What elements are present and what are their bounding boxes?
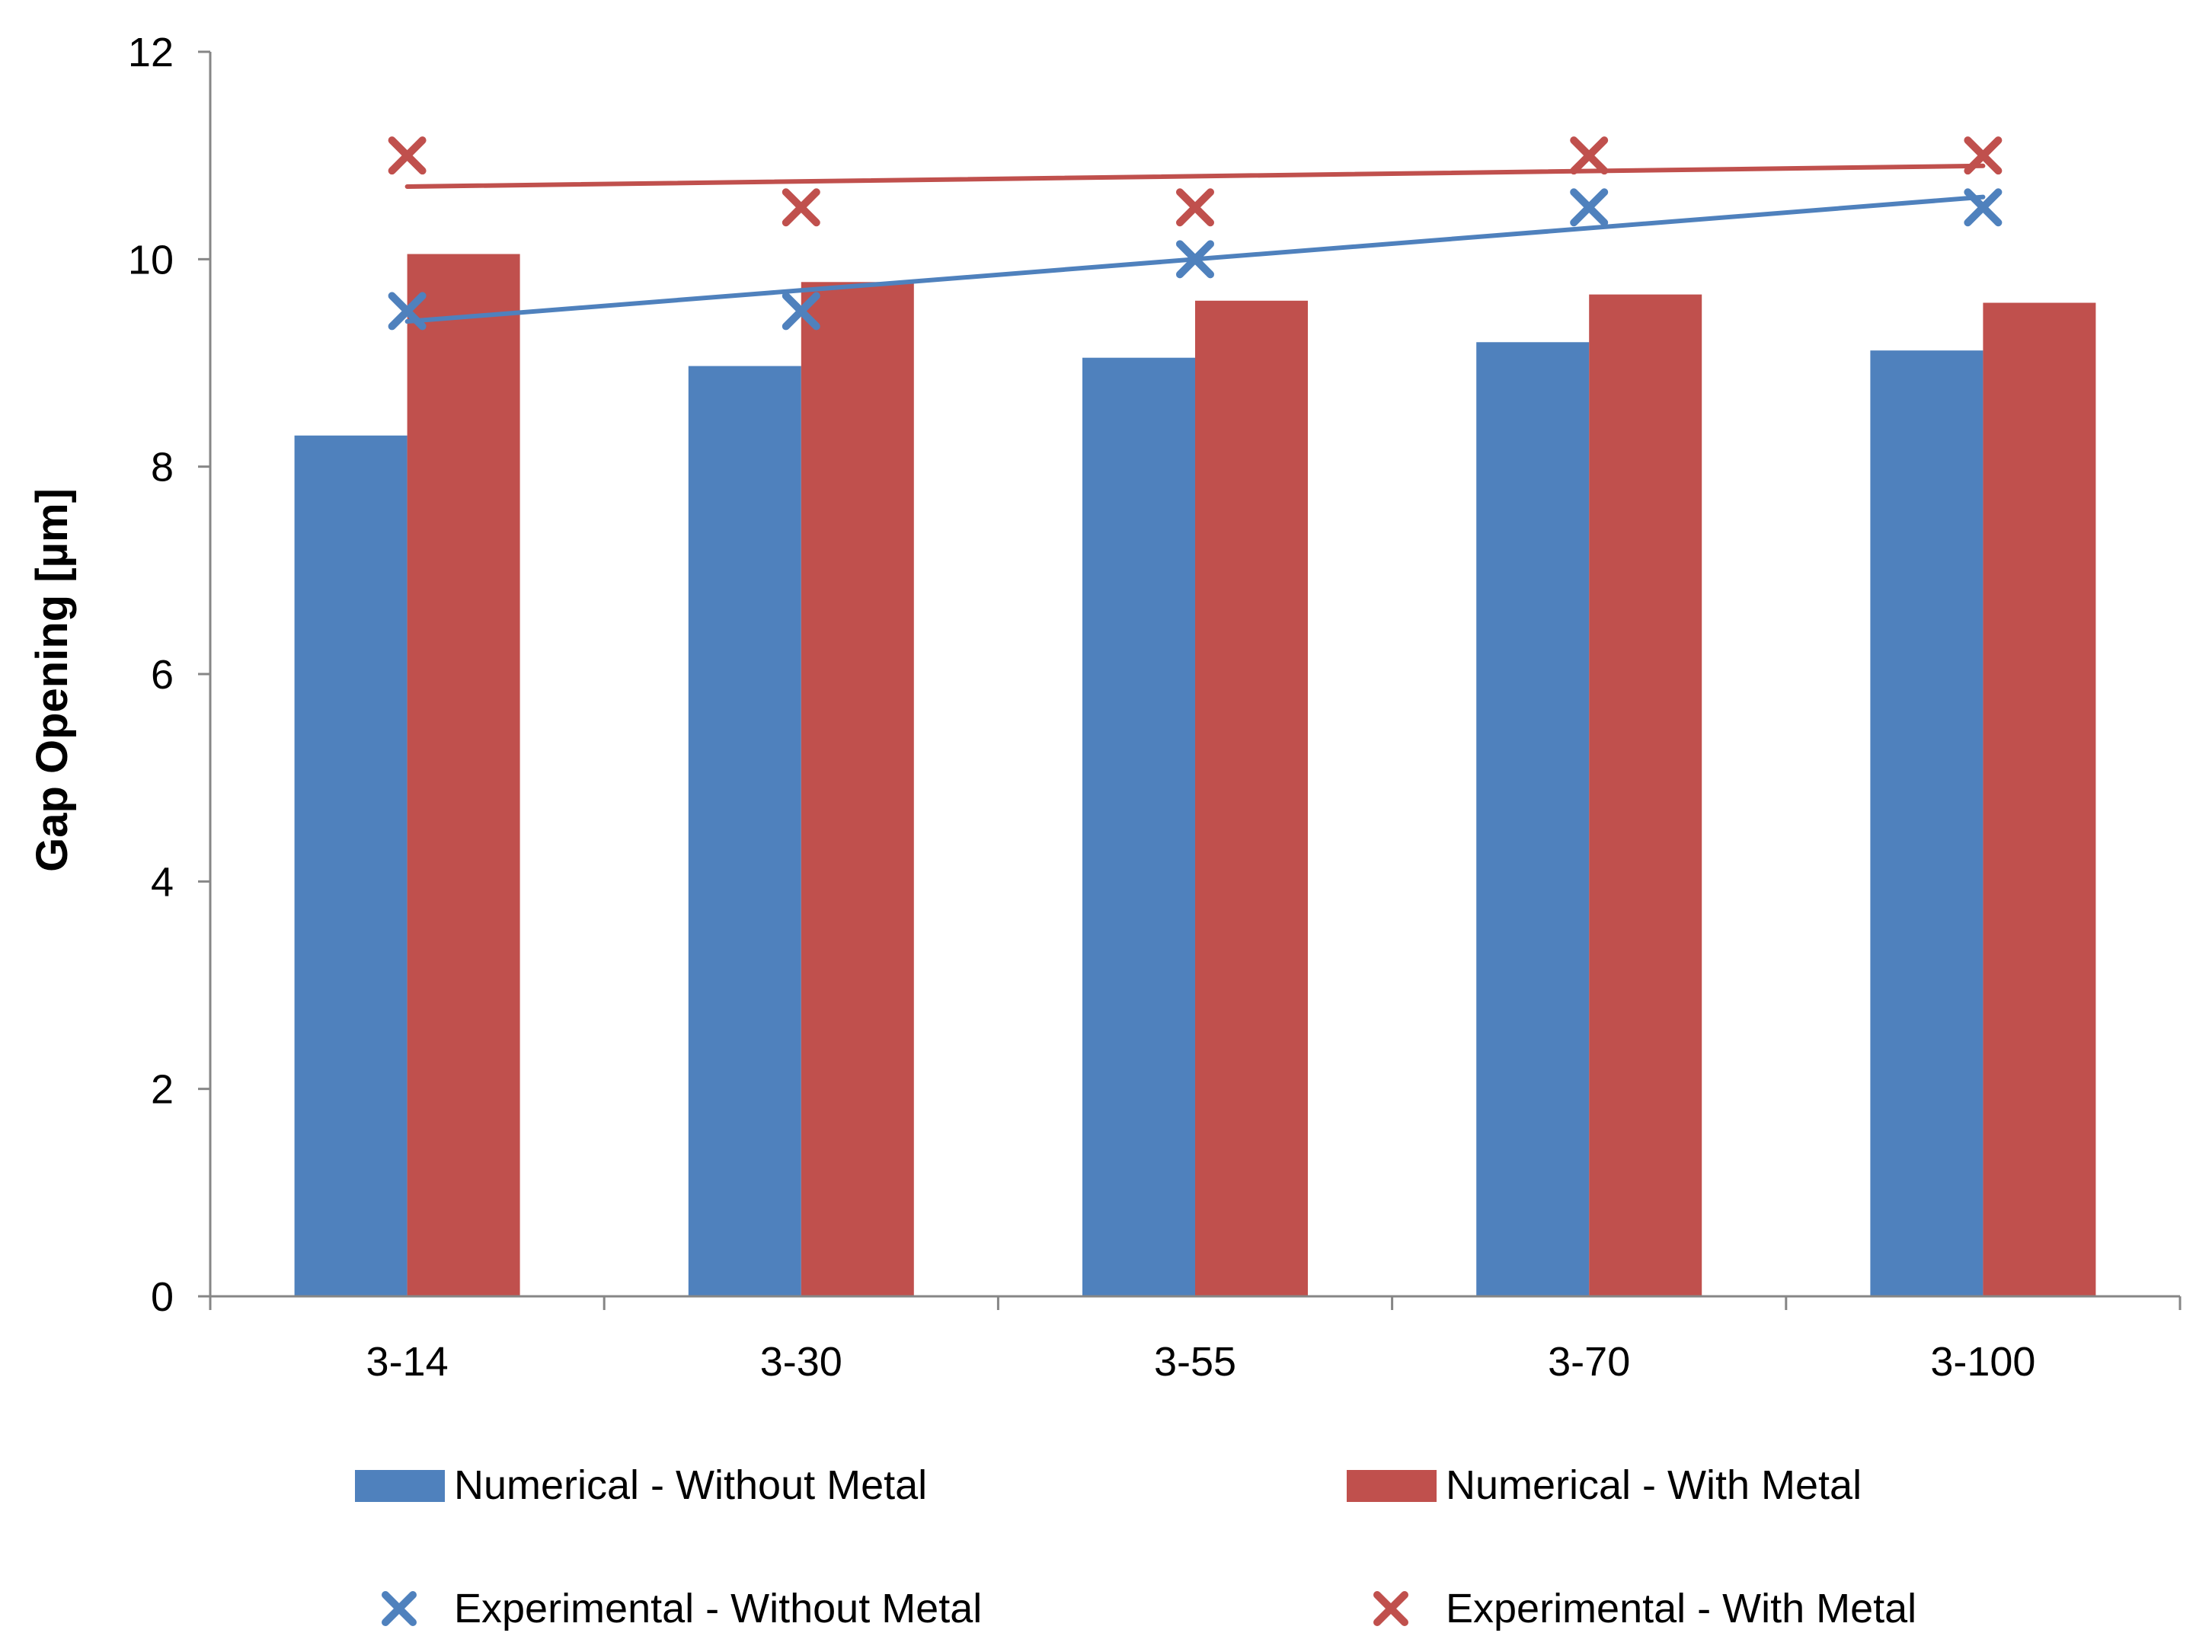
legend-label-experimental-with-metal: Experimental - With Metal [1446, 1586, 1916, 1631]
marker-without-metal-3-14 [388, 292, 427, 331]
legend-swatch-numerical-with-metal [1347, 1470, 1437, 1502]
x-tick-label: 3-100 [1930, 1339, 2035, 1385]
bar-with-metal-3-100 [1983, 302, 2096, 1297]
markers-layer [388, 136, 2003, 331]
bar-with-metal-3-14 [407, 254, 520, 1296]
legend: Numerical - Without Metal Numerical - Wit… [355, 1462, 1916, 1631]
marker-without-metal-3-100 [1964, 188, 2003, 227]
bar-without-metal-3-70 [1476, 342, 1590, 1297]
legend-label-numerical-with-metal: Numerical - With Metal [1446, 1462, 1862, 1508]
trendline-with-metal [404, 163, 1986, 190]
y-tick-label: 2 [151, 1067, 174, 1113]
bar-with-metal-3-30 [801, 282, 914, 1296]
y-axis-title: Gap Opening [µm] [27, 488, 77, 872]
x-tick-label: 3-14 [366, 1339, 449, 1385]
bar-without-metal-3-100 [1870, 350, 1983, 1296]
y-tick-label: 6 [151, 652, 174, 698]
legend-swatch-numerical-without-metal [355, 1470, 445, 1502]
trendlines-layer [404, 163, 1986, 324]
marker-without-metal-3-55 [1176, 240, 1214, 279]
marker-without-metal-3-70 [1570, 188, 1609, 227]
x-tick-label: 3-30 [760, 1339, 842, 1385]
marker-with-metal-3-14 [388, 136, 427, 175]
legend-marker-experimental-without-metal [382, 1591, 417, 1626]
y-tick-label: 12 [128, 30, 174, 75]
bar-with-metal-3-70 [1589, 294, 1702, 1296]
marker-with-metal-3-30 [782, 188, 820, 227]
x-tick-label: 3-55 [1154, 1339, 1236, 1385]
y-tick-label: 0 [151, 1274, 174, 1320]
marker-with-metal-3-70 [1570, 136, 1609, 175]
bar-without-metal-3-14 [294, 435, 408, 1296]
marker-with-metal-3-55 [1176, 188, 1214, 227]
y-tick-label: 10 [128, 237, 174, 283]
marker-with-metal-3-100 [1964, 136, 2003, 175]
y-ticks-layer: 0 2 4 6 8 10 12 [128, 30, 210, 1320]
x-ticks-layer: 3-14 3-30 3-55 3-70 3-100 [209, 1296, 2182, 1385]
bar-without-metal-3-30 [688, 366, 801, 1297]
x-tick-label: 3-70 [1548, 1339, 1630, 1385]
bar-without-metal-3-55 [1082, 357, 1195, 1297]
y-tick-label: 8 [151, 445, 174, 490]
bar-with-metal-3-55 [1195, 300, 1308, 1296]
marker-without-metal-3-30 [782, 292, 820, 331]
y-tick-label: 4 [151, 859, 174, 905]
legend-marker-experimental-with-metal [1373, 1591, 1408, 1626]
bars-layer [294, 254, 2096, 1297]
legend-label-numerical-without-metal: Numerical - Without Metal [454, 1462, 927, 1508]
legend-label-experimental-without-metal: Experimental - Without Metal [454, 1586, 982, 1631]
